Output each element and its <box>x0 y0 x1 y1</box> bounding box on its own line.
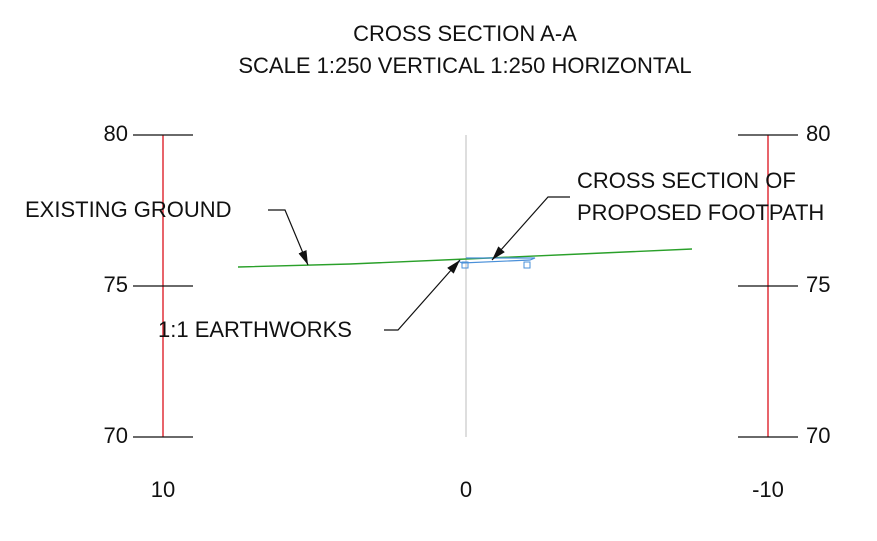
level-label: 80 <box>806 121 830 146</box>
subtitle: SCALE 1:250 VERTICAL 1:250 HORIZONTAL <box>238 53 691 78</box>
title: CROSS SECTION A-A <box>353 21 577 46</box>
level-label: 70 <box>806 423 830 448</box>
level-label: 75 <box>806 272 830 297</box>
footpath <box>457 257 536 264</box>
footpath-node <box>461 261 469 269</box>
level-label: 70 <box>104 423 128 448</box>
leader <box>384 259 461 331</box>
leader <box>491 196 570 261</box>
annotation: CROSS SECTION OF <box>577 168 796 193</box>
offset-label: -10 <box>752 477 784 502</box>
level-label: 75 <box>104 272 128 297</box>
existing-ground <box>237 248 693 268</box>
footpath-node <box>523 261 531 269</box>
offset-label: 0 <box>460 477 472 502</box>
level-label: 80 <box>104 121 128 146</box>
annotation: 1:1 EARTHWORKS <box>158 317 352 342</box>
leader <box>268 209 309 266</box>
offset-label: 10 <box>151 477 175 502</box>
annotation: PROPOSED FOOTPATH <box>577 200 824 225</box>
annotation: EXISTING GROUND <box>25 197 232 222</box>
